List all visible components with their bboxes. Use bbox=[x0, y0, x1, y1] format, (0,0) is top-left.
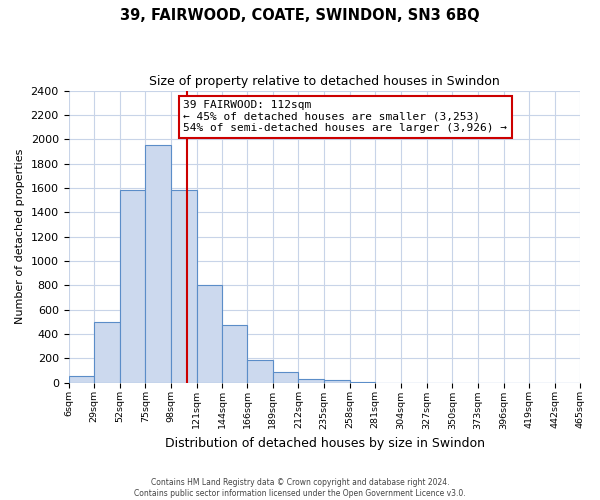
Bar bbox=[68, 376, 94, 382]
Text: 39, FAIRWOOD, COATE, SWINDON, SN3 6BQ: 39, FAIRWOOD, COATE, SWINDON, SN3 6BQ bbox=[120, 8, 480, 22]
Bar bbox=[94, 322, 120, 382]
Bar bbox=[247, 360, 272, 382]
Text: Contains HM Land Registry data © Crown copyright and database right 2024.
Contai: Contains HM Land Registry data © Crown c… bbox=[134, 478, 466, 498]
Bar bbox=[145, 146, 171, 382]
Title: Size of property relative to detached houses in Swindon: Size of property relative to detached ho… bbox=[149, 75, 500, 88]
Bar bbox=[223, 326, 247, 382]
Bar bbox=[197, 285, 223, 382]
Bar bbox=[298, 379, 324, 382]
Bar bbox=[272, 372, 298, 382]
Bar bbox=[171, 190, 197, 382]
Bar bbox=[120, 190, 145, 382]
Text: 39 FAIRWOOD: 112sqm
← 45% of detached houses are smaller (3,253)
54% of semi-det: 39 FAIRWOOD: 112sqm ← 45% of detached ho… bbox=[184, 100, 508, 134]
Bar bbox=[324, 380, 350, 382]
X-axis label: Distribution of detached houses by size in Swindon: Distribution of detached houses by size … bbox=[164, 437, 485, 450]
Y-axis label: Number of detached properties: Number of detached properties bbox=[15, 149, 25, 324]
